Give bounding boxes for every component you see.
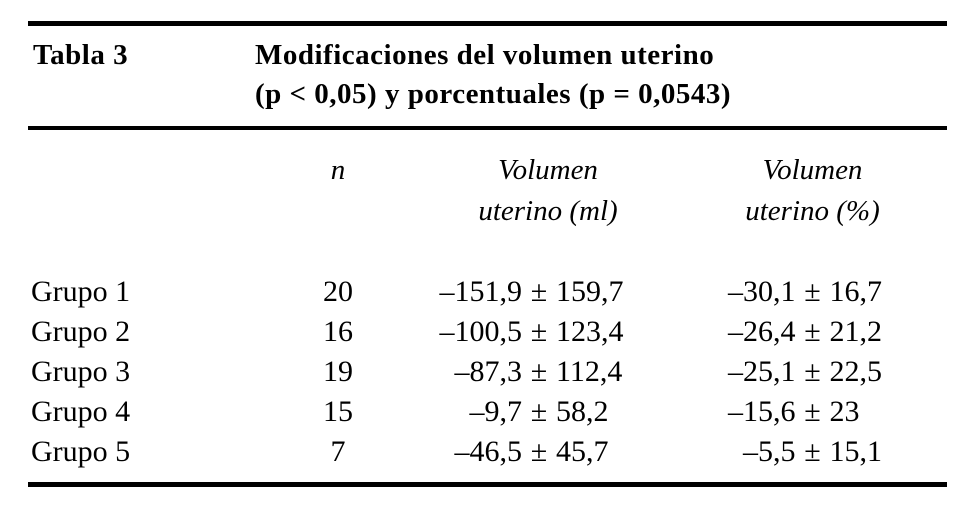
plus-minus-sign: ±	[804, 355, 821, 388]
plus-minus-sign: ±	[530, 435, 548, 468]
ml-mean-value: –100,5	[439, 315, 523, 348]
plus-minus-sign: ±	[804, 435, 821, 468]
table-title-line2: (p < 0,05) y porcentuales (p = 0,0543)	[255, 78, 732, 110]
table-label: Tabla 3	[33, 39, 129, 71]
pct-sd-value: 16,7	[829, 275, 883, 308]
ml-sd-value: 45,7	[556, 435, 609, 468]
row-vol-ml-value: –46,5 ± 45,7	[418, 432, 678, 472]
row-vol-ml-value: –9,7 ± 58,2	[418, 392, 678, 432]
col-header-vol-pct-line2: uterino (%)	[745, 195, 880, 227]
row-vol-pct-value: –26,4 ± 21,2	[678, 312, 947, 352]
row-n-value: 16	[323, 315, 353, 348]
row-n-value: 7	[330, 435, 346, 468]
row-vol-pct-value: –25,1 ± 22,5	[678, 352, 947, 392]
plus-minus-sign: ±	[804, 315, 821, 348]
col-header-vol-pct: Volumen uterino (%)	[678, 150, 947, 232]
col-header-n: n	[330, 154, 346, 186]
row-n-value: 15	[323, 395, 353, 428]
pct-sd-value: 23	[829, 395, 860, 428]
ml-sd-value: 123,4	[556, 315, 624, 348]
plus-minus-sign: ±	[804, 275, 821, 308]
col-header-group-spacer	[28, 150, 258, 232]
pct-sd-value: 21,2	[829, 315, 883, 348]
col-header-vol-ml: Volumen uterino (ml)	[418, 150, 678, 232]
plus-minus-sign: ±	[530, 315, 548, 348]
column-header-row: n Volumen uterino (ml) Volumen uterino (…	[28, 150, 947, 232]
plus-minus-sign: ±	[804, 395, 821, 428]
pct-mean-value: –25,1	[728, 355, 796, 388]
row-vol-pct-value: –15,6 ± 23	[678, 392, 947, 432]
pct-sd-value: 22,5	[829, 355, 883, 388]
row-group-label: Grupo 5	[31, 435, 131, 468]
plus-minus-sign: ±	[530, 275, 548, 308]
pct-mean-value: –30,1	[728, 275, 796, 308]
table-title: Modificaciones del volumen uterino (p < …	[255, 36, 731, 114]
pct-mean-value: –15,6	[728, 395, 796, 428]
row-n-value: 20	[323, 275, 353, 308]
table-caption: Tabla 3 Modificaciones del volumen uteri…	[33, 36, 731, 114]
pct-sd-value: 15,1	[829, 435, 883, 468]
ml-mean-value: –151,9	[439, 275, 523, 308]
row-group-label: Grupo 3	[31, 355, 131, 388]
row-group-label: Grupo 1	[31, 275, 131, 308]
col-header-vol-ml-line2: uterino (ml)	[478, 195, 618, 227]
ml-sd-value: 112,4	[556, 355, 623, 388]
ml-sd-value: 58,2	[556, 395, 609, 428]
plus-minus-sign: ±	[530, 395, 548, 428]
row-vol-ml-value: –87,3 ± 112,4	[418, 352, 678, 392]
row-vol-pct-value: –30,1 ± 16,7	[678, 272, 947, 312]
ml-sd-value: 159,7	[556, 275, 624, 308]
table-title-line1: Modificaciones del volumen uterino	[255, 39, 715, 71]
col-header-vol-pct-line1: Volumen	[762, 154, 863, 186]
table-body: Grupo 1 20 –151,9 ± 159,7 –30,1 ± 16,7 G…	[0, 272, 975, 472]
ml-mean-value: –46,5	[454, 435, 523, 468]
table-row: Grupo 2 16 –100,5 ± 123,4 –26,4 ± 21,2	[28, 312, 947, 352]
row-n-value: 19	[323, 355, 353, 388]
table-row: Grupo 4 15 –9,7 ± 58,2 –15,6 ± 23	[28, 392, 947, 432]
bottom-rule	[28, 482, 947, 487]
table-row: Grupo 3 19 –87,3 ± 112,4 –25,1 ± 22,5	[28, 352, 947, 392]
row-vol-ml-value: –100,5 ± 123,4	[418, 312, 678, 352]
ml-mean-value: –87,3	[454, 355, 523, 388]
row-group-label: Grupo 4	[31, 395, 131, 428]
plus-minus-sign: ±	[530, 355, 548, 388]
table-row: Grupo 5 7 –46,5 ± 45,7 –5,5 ± 15,1	[28, 432, 947, 472]
ml-mean-value: –9,7	[469, 395, 523, 428]
header-divider-rule	[28, 126, 947, 130]
row-group-label: Grupo 2	[31, 315, 131, 348]
row-vol-pct-value: –5,5 ± 15,1	[678, 432, 947, 472]
pct-mean-value: –26,4	[728, 315, 796, 348]
col-header-vol-ml-line1: Volumen	[498, 154, 598, 186]
pct-mean-value: –5,5	[743, 435, 796, 468]
row-vol-ml-value: –151,9 ± 159,7	[418, 272, 678, 312]
top-rule	[28, 21, 947, 26]
table-row: Grupo 1 20 –151,9 ± 159,7 –30,1 ± 16,7	[28, 272, 947, 312]
